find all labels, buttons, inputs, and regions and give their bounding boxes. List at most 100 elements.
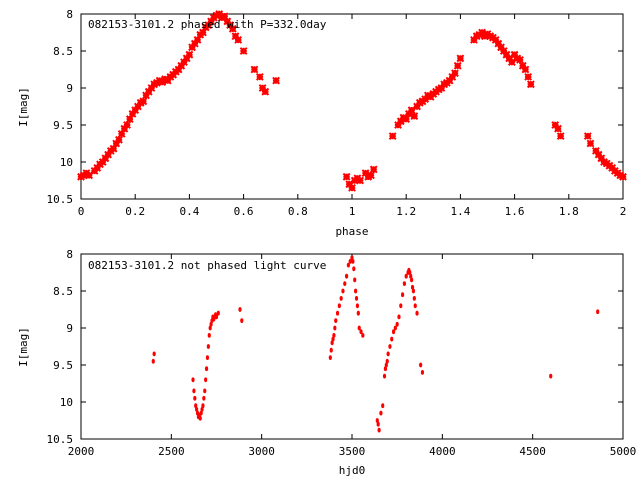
- data-point: [400, 292, 405, 298]
- x-tick-label: 4500: [519, 445, 546, 458]
- data-point: [258, 84, 267, 92]
- data-point: [134, 102, 142, 111]
- data-point: [402, 281, 406, 286]
- data-point: [206, 344, 210, 349]
- data-point: [207, 333, 211, 338]
- data-point: [345, 180, 354, 189]
- data-point: [451, 69, 459, 78]
- data-point: [420, 370, 425, 375]
- y-axis-label: I[mag]: [17, 327, 30, 367]
- data-point: [202, 395, 206, 401]
- data-point: [351, 259, 355, 264]
- x-tick-label: 2500: [158, 445, 185, 458]
- data-point: [144, 87, 153, 96]
- data-point: [367, 171, 375, 180]
- data-point: [330, 340, 334, 346]
- data-point: [120, 124, 129, 133]
- data-point: [182, 54, 191, 63]
- data-point: [524, 72, 533, 81]
- data-point: [331, 336, 335, 342]
- raw-light-curve-chart: 2000 2500 3000 3500 4000 4500 5000 8 8.5 9 9.5 10 1…: [17, 248, 636, 477]
- data-point: [596, 309, 600, 315]
- data-point: [382, 373, 387, 379]
- data-point: [205, 355, 210, 360]
- data-point: [359, 329, 363, 335]
- data-point: [192, 388, 196, 394]
- data-point: [195, 407, 199, 412]
- data-point: [510, 50, 519, 59]
- data-point: [356, 176, 365, 185]
- y-axis: 8 8.5 9 9.5 10 10.5: [47, 8, 623, 206]
- y-tick-label: 9: [66, 322, 73, 335]
- data-point: [226, 21, 234, 30]
- data-point: [421, 95, 430, 104]
- data-point: [355, 303, 360, 309]
- data-point: [204, 21, 213, 30]
- data-point: [216, 310, 220, 316]
- x-tick-label: 0.4: [179, 205, 199, 218]
- data-point: [177, 61, 186, 70]
- data-point: [505, 54, 514, 63]
- data-point: [549, 373, 553, 379]
- data-point: [383, 366, 388, 372]
- data-point: [556, 132, 565, 141]
- data-point: [240, 318, 244, 323]
- x-tick-label: 0.2: [125, 205, 145, 218]
- data-point: [369, 165, 378, 174]
- data-point: [415, 310, 419, 316]
- data-point: [344, 273, 349, 279]
- data-point: [131, 106, 140, 115]
- data-point: [491, 35, 500, 44]
- data-point: [109, 144, 118, 153]
- data-point: [115, 135, 123, 144]
- y-tick-label: 8: [66, 8, 73, 21]
- data-point: [228, 24, 237, 33]
- data-points: [77, 10, 627, 192]
- data-point: [272, 76, 281, 85]
- data-point: [385, 358, 389, 364]
- chart-title: 082153-3101.2 phased with P=332.0day: [88, 18, 327, 31]
- data-point: [356, 310, 360, 316]
- data-point: [377, 427, 381, 433]
- data-point: [411, 288, 416, 294]
- data-point: [409, 273, 413, 279]
- y-tick-label: 8: [66, 248, 73, 261]
- data-point: [125, 115, 134, 123]
- data-point: [448, 72, 457, 81]
- data-point: [379, 410, 383, 416]
- y-tick-label: 9.5: [53, 359, 73, 372]
- y-tick-label: 9.5: [53, 119, 73, 132]
- data-point: [497, 43, 505, 52]
- data-point: [410, 112, 419, 121]
- data-point: [214, 314, 219, 320]
- data-point: [619, 172, 627, 181]
- y-axis: 8 8.5 9 9.5 10 10.5: [47, 248, 623, 446]
- y-tick-label: 8.5: [53, 45, 73, 58]
- data-point: [255, 72, 264, 81]
- data-point: [352, 266, 356, 272]
- data-point: [516, 55, 524, 64]
- data-point: [386, 351, 390, 357]
- data-points: [151, 255, 600, 433]
- data-point: [437, 84, 446, 92]
- x-tick-label: 4000: [429, 445, 456, 458]
- data-point: [128, 109, 137, 118]
- data-point: [112, 139, 121, 148]
- data-point: [188, 43, 197, 52]
- data-point: [104, 150, 113, 159]
- data-point: [586, 139, 595, 148]
- data-point: [335, 310, 340, 316]
- data-point: [591, 146, 600, 155]
- data-point: [350, 255, 354, 261]
- data-point: [204, 377, 208, 383]
- data-point: [395, 321, 399, 327]
- data-point: [85, 171, 94, 180]
- data-point: [207, 17, 215, 26]
- data-point: [499, 47, 508, 55]
- data-point: [375, 418, 379, 423]
- data-point: [328, 355, 332, 360]
- data-point: [354, 296, 359, 301]
- x-tick-label: 0.8: [288, 205, 308, 218]
- data-point: [220, 12, 229, 21]
- data-point: [185, 50, 194, 59]
